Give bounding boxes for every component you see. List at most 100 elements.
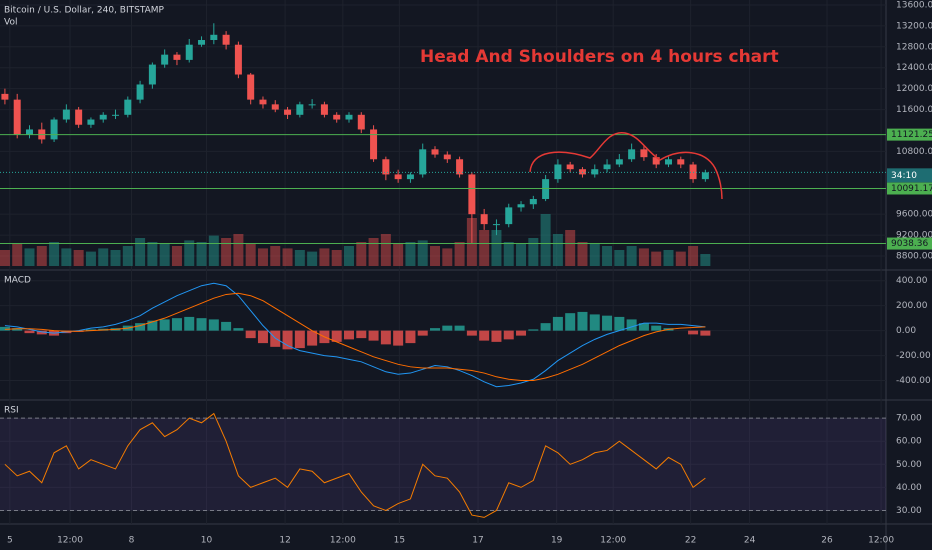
candle-body [75, 109, 83, 125]
histogram-bar [270, 330, 281, 347]
volume-bar [442, 248, 453, 266]
volume-bar [196, 242, 207, 266]
candle-body [161, 54, 169, 65]
volume-bar [577, 242, 588, 266]
candle-body [234, 44, 242, 75]
volume-bar [393, 243, 404, 266]
histogram-bar [147, 320, 158, 331]
candle-body [591, 169, 599, 175]
level-label: 11121.25 [891, 130, 932, 140]
candle-body [443, 154, 451, 160]
candle-body [505, 207, 513, 225]
level-label-box [887, 128, 932, 141]
y-tick-label: 40.00 [896, 483, 922, 493]
histogram-bar [393, 330, 404, 346]
y-tick-label: 12400.00 [896, 63, 932, 73]
volume-bar [184, 240, 195, 266]
y-tick-label: -400.00 [896, 376, 931, 386]
level-label-box [887, 237, 932, 250]
rsi-line [4, 412, 706, 518]
macd-title: MACD [4, 276, 31, 286]
x-tick-label: 24 [744, 536, 756, 546]
volume-bar [405, 242, 416, 266]
volume-bar [368, 238, 379, 266]
candle-body [247, 74, 255, 100]
volume-bar [589, 243, 600, 266]
volume-bar [614, 250, 625, 266]
histogram-bar [282, 330, 293, 350]
volume-bar [663, 250, 674, 266]
histogram-bar [0, 326, 10, 331]
volume-bar [49, 242, 60, 266]
x-tick-label: 26 [821, 536, 833, 546]
histogram-bar [294, 330, 305, 349]
candle-body [198, 40, 206, 45]
y-tick-label: 12000.00 [896, 84, 932, 94]
candle-body [185, 44, 193, 60]
volume-bar [602, 246, 613, 266]
histogram-bar [331, 330, 342, 342]
candle-body [529, 199, 537, 205]
candle-body [50, 119, 58, 140]
histogram-bar [565, 313, 576, 331]
y-tick-label: 60.00 [896, 437, 922, 447]
candle-body [148, 64, 156, 85]
candle-body [517, 204, 525, 208]
level-label-box [887, 182, 932, 195]
volume-bar [516, 243, 527, 266]
histogram-bar [36, 330, 47, 335]
candle-body [689, 164, 697, 180]
y-tick-label: 8800.00 [896, 252, 932, 262]
histogram-bar [516, 330, 527, 336]
x-tick-label: 15 [394, 536, 405, 546]
y-tick-label: 400.00 [896, 276, 928, 286]
candle-body [566, 164, 574, 170]
volume-bar [221, 238, 232, 266]
histogram-bar [503, 330, 514, 340]
candle-body [13, 99, 21, 135]
histogram-bar [135, 323, 146, 331]
candle-body [173, 54, 181, 60]
histogram-bar [257, 330, 268, 344]
histogram-bar [479, 330, 490, 341]
histogram-bar [688, 330, 699, 335]
histogram-bar [577, 311, 588, 331]
histogram-bar [380, 330, 391, 345]
histogram-bar [430, 328, 441, 331]
candle-body [1, 93, 9, 100]
histogram-bar [221, 321, 232, 331]
candle-body [382, 159, 390, 175]
labels: 5 12:00 8 10 12 12:00 15 17 19 12:00 22 24 26 12:00 13… [7, 0, 932, 546]
volume-bar [430, 246, 441, 266]
histogram-bar [552, 316, 563, 331]
candle-body [259, 99, 267, 105]
x-tick-label: 12:00 [868, 536, 894, 546]
volume-bar [282, 248, 293, 266]
y-tick-label: 9200.00 [896, 231, 932, 241]
candle-body [308, 104, 316, 106]
volume-bar [135, 238, 146, 266]
volume-bar [208, 235, 219, 266]
histogram-bar [405, 330, 416, 344]
volume-bar [24, 248, 35, 266]
histogram-bar [208, 319, 219, 331]
y-tick-label: 13600.00 [896, 0, 932, 10]
histogram-bar [540, 323, 551, 331]
candle-body [640, 149, 648, 158]
volume-title: Vol [4, 18, 17, 28]
y-tick-label: 70.00 [896, 414, 922, 424]
volume-bar [380, 234, 391, 266]
volume-bar [626, 246, 637, 266]
histogram-bar [171, 318, 182, 331]
volume-bar [479, 230, 490, 266]
volume-bar [0, 250, 10, 266]
volume-bar [110, 250, 121, 266]
volume-bar [651, 251, 662, 266]
macd-line [4, 292, 706, 382]
annotation: Head And Shoulders on 4 hours chart [420, 47, 779, 67]
histogram-bar [491, 330, 502, 342]
y-tick-label: 12800.00 [896, 42, 932, 52]
candle-body [333, 114, 341, 120]
candle-body [357, 114, 365, 130]
histogram-bar [442, 325, 453, 331]
